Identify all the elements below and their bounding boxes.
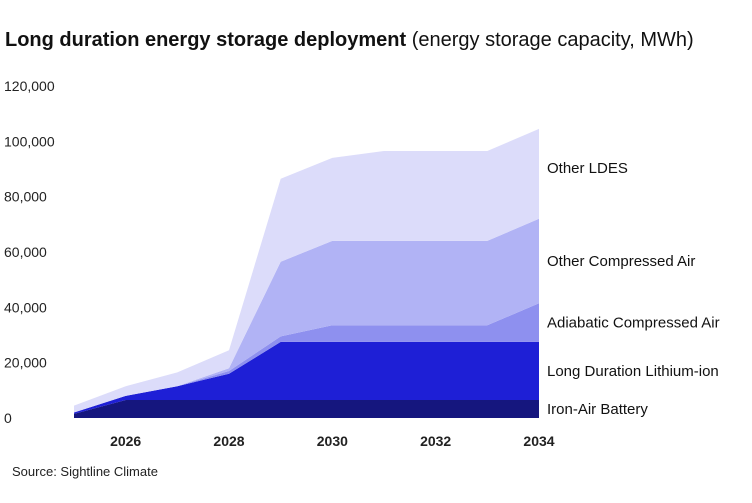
- chart-title: Long duration energy storage deployment: [5, 29, 407, 51]
- x-tick-label: 2034: [523, 433, 554, 449]
- series-label: Long Duration Lithium-ion: [547, 363, 719, 380]
- chart-subtitle: (energy storage capacity, MWh): [411, 29, 694, 51]
- y-tick-label: 120,000: [4, 78, 55, 94]
- y-tick-label: 100,000: [4, 133, 55, 149]
- series-label: Other LDES: [547, 160, 628, 177]
- series-label: Adiabatic Compressed Air: [547, 315, 720, 332]
- x-tick-label: 2030: [317, 433, 348, 449]
- chart-title-row: Long duration energy storage deployment …: [5, 29, 694, 52]
- y-tick-label: 0: [4, 410, 12, 426]
- series-label: Iron-Air Battery: [547, 401, 648, 418]
- series-label: Other Compressed Air: [547, 253, 695, 270]
- y-tick-label: 20,000: [4, 355, 47, 371]
- area-series-adiabatic-compressed-air: [74, 303, 539, 413]
- area-series-other-ldes: [74, 128, 539, 413]
- area-series-iron-air-battery: [74, 400, 539, 418]
- x-tick-label: 2032: [420, 433, 451, 449]
- x-tick-label: 2028: [213, 433, 244, 449]
- area-series-long-duration-lithium-ion: [74, 341, 539, 414]
- y-tick-label: 40,000: [4, 299, 47, 315]
- area-series-other-compressed-air: [74, 218, 539, 413]
- x-tick-label: 2026: [110, 433, 141, 449]
- y-tick-label: 60,000: [4, 244, 47, 260]
- y-tick-label: 80,000: [4, 189, 47, 205]
- source-note: Source: Sightline Climate: [12, 464, 158, 479]
